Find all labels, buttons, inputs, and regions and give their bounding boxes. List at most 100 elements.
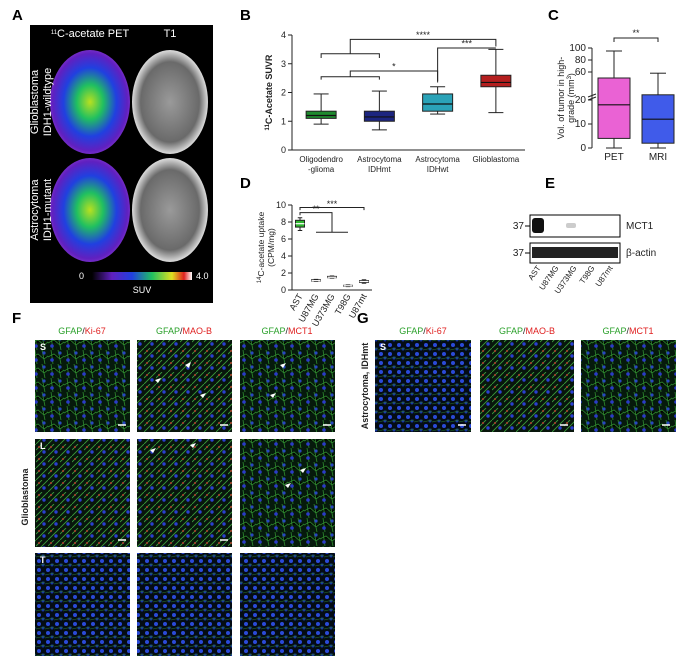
colorbar-min: 0 [79, 271, 84, 281]
y-tick-label: 10 [276, 200, 286, 210]
y-tick-label: 20 [575, 95, 587, 106]
micrographs [35, 340, 676, 656]
column-header-part: GFAP [399, 326, 423, 336]
significance-label: *** [327, 199, 338, 209]
column-header-part: / [627, 326, 630, 336]
column-header-part: / [423, 326, 426, 336]
band-label: β-actin [626, 248, 656, 259]
x-tick-label: Astrocytoma [415, 155, 460, 164]
y-tick-label: 4 [281, 30, 286, 40]
x-tick-label: PET [604, 152, 623, 163]
x-tick-label: Oligodendro [299, 155, 343, 164]
column-header-part: Ki-67 [426, 326, 447, 336]
blot [529, 214, 621, 264]
lane-label: AST [526, 264, 542, 282]
column-header-part: / [82, 326, 85, 336]
y-tick-label: 0 [580, 143, 586, 154]
pet-heading: 11C-acetate PET [51, 28, 130, 40]
marker-label: 37 [513, 221, 525, 232]
box [597, 77, 631, 139]
panel-label: D [240, 175, 251, 192]
side-label: Astrocytoma, IDHmt [360, 343, 370, 430]
row-label: T [40, 555, 46, 565]
significance-label: **** [416, 30, 431, 40]
column-header-part: GFAP [602, 326, 626, 336]
row-label: Astrocytoma [29, 179, 41, 241]
column-header-part: GFAP [261, 326, 285, 336]
column-header: GFAP/Ki-67 [58, 326, 106, 336]
panel-label: C [548, 7, 559, 24]
y-axis-title: Vol. of tumor in high- [556, 57, 566, 140]
colorbar-max: 4.0 [196, 271, 209, 281]
column-header-part: Ki-67 [85, 326, 106, 336]
colorbar-label: SUV [133, 285, 152, 295]
significance-bracket [320, 38, 497, 58]
column-header-part: MAO-B [183, 326, 213, 336]
axis-break [587, 93, 597, 101]
box [422, 93, 454, 112]
pet-heading-part: 11 [51, 30, 58, 36]
y-tick-label: 100 [569, 43, 586, 54]
column-header: GFAP/MCT1 [261, 326, 312, 336]
significance-bracket [299, 207, 365, 211]
pet-heading-part: C-acetate PET [57, 28, 129, 40]
box [305, 110, 337, 119]
panel-label: G [357, 310, 369, 327]
y-tick-label: 1 [281, 116, 286, 126]
y-axis-title-part: grade (mm [566, 79, 576, 123]
band-label: MCT1 [626, 221, 654, 232]
significance-bracket [299, 212, 348, 233]
side-label: Glioblastoma [20, 468, 30, 526]
significance-bracket [437, 47, 496, 83]
marker-label: 37 [513, 248, 525, 259]
row-label: IDH1-mutant [42, 179, 54, 241]
x-tick-label: IDHwt [427, 165, 450, 174]
y-axis-title-part: ) [566, 73, 576, 76]
y-tick-label: 0 [281, 285, 286, 295]
x-tick-label: Glioblastoma [473, 155, 520, 164]
panel-label: F [12, 310, 21, 327]
x-tick-label: MRI [649, 152, 667, 163]
y-axis-title: grade (mm3) [566, 73, 576, 123]
y-axis-title: 14C-acetate uptake [256, 212, 266, 284]
x-tick-label: -glioma [308, 165, 335, 174]
significance-label: *** [461, 39, 472, 49]
y-axis-title-part: 3 [567, 75, 573, 79]
column-header-part: MCT1 [288, 326, 313, 336]
column-header-part: MCT1 [629, 326, 654, 336]
y-tick-label: 0 [281, 145, 286, 155]
y-axis-title-part: 11 [265, 123, 271, 130]
column-header-part: GFAP [156, 326, 180, 336]
y-axis-title-part: 14 [257, 276, 263, 283]
panel-label: E [545, 175, 555, 192]
row-label: IDH1-wildtype [42, 68, 54, 136]
y-axis-title-part: C-Acetate SUVR [264, 54, 274, 124]
y-tick-label: 10 [575, 119, 587, 130]
t1-heading: T1 [164, 28, 177, 40]
y-tick-label: 2 [281, 268, 286, 278]
box [363, 110, 395, 122]
y-axis-title-part: C-acetate uptake [256, 212, 266, 277]
panel-a-images [30, 25, 213, 303]
column-header-part: MAO-B [526, 326, 556, 336]
lane-label: U87mt [594, 263, 615, 288]
significance-bracket [320, 70, 439, 81]
y-tick-label: 6 [281, 234, 286, 244]
x-tick-label: Astrocytoma [357, 155, 402, 164]
column-header-part: GFAP [499, 326, 523, 336]
box [480, 74, 512, 88]
x-tick-label: IDHmt [368, 165, 391, 174]
y-axis-title: (CPM/mg) [266, 228, 276, 267]
column-header-part: / [286, 326, 289, 336]
row-label: S [380, 342, 386, 352]
significance-label: * [392, 62, 396, 72]
row-label: S [40, 342, 46, 352]
column-header: GFAP/Ki-67 [399, 326, 447, 336]
y-tick-label: 60 [575, 67, 587, 78]
column-header-part: / [180, 326, 183, 336]
panel-label: A [12, 7, 23, 24]
column-header: GFAP/MAO-B [499, 326, 555, 336]
significance-label: ** [632, 28, 640, 38]
column-header-part: GFAP [58, 326, 82, 336]
